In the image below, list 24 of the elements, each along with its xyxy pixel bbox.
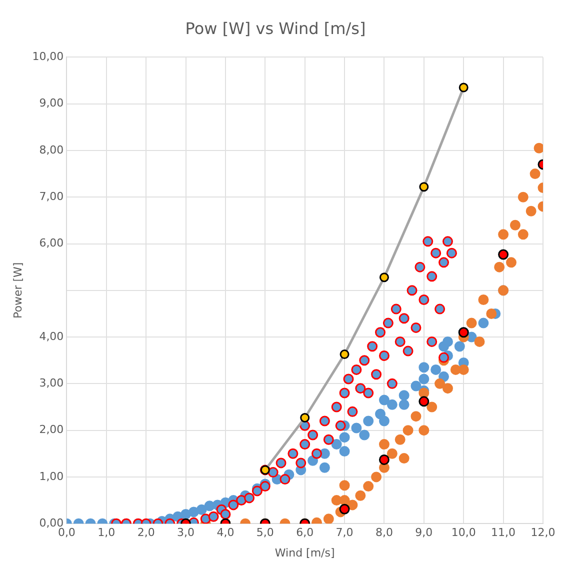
x-axis-title: Wind [m/s] xyxy=(274,546,335,560)
y-tick-label: 9,00 xyxy=(39,96,64,110)
x-tick-label: 7,0 xyxy=(336,526,354,540)
x-tick-label: 5,0 xyxy=(256,526,274,540)
x-tick-label: 4,0 xyxy=(216,526,234,540)
y-axis-title: Power [W] xyxy=(11,262,24,319)
chart-title: Pow [W] vs Wind [m/s] xyxy=(185,18,366,38)
y-tick-label: 8,00 xyxy=(39,143,64,156)
x-tick-label: 9,0 xyxy=(415,526,433,540)
x-tick-label: 6,0 xyxy=(296,526,314,540)
y-tick-label: 3,00 xyxy=(39,376,64,390)
y-tick-label: 6,00 xyxy=(39,236,64,250)
x-tick-label: 12,0 xyxy=(530,526,556,540)
x-tick-label: 3,0 xyxy=(177,526,195,540)
x-tick-label: 1,0 xyxy=(98,526,116,540)
x-tick-label: 11,0 xyxy=(491,526,516,540)
x-tick-label: 10,0 xyxy=(451,526,476,540)
y-tick-label: 10,00 xyxy=(32,50,64,64)
y-tick-label: 7,00 xyxy=(39,190,64,203)
y-tick-label: 1,00 xyxy=(39,470,64,483)
y-tick-label: 4,00 xyxy=(39,330,64,343)
x-tick-label: 2,0 xyxy=(137,526,155,540)
y-tick-label: 2,00 xyxy=(39,423,64,436)
x-tick-label: 8,0 xyxy=(375,526,393,540)
